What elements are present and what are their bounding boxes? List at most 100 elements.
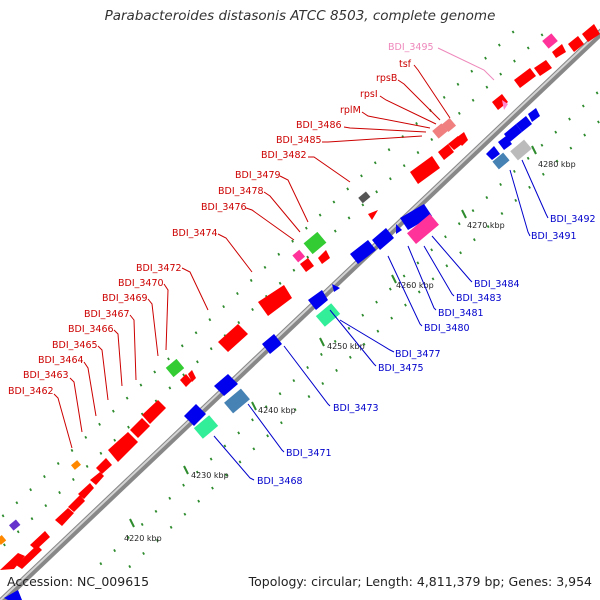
gene-feature[interactable] (90, 472, 104, 485)
gene-label[interactable]: BDI_3483 (423, 245, 502, 304)
gene-feature[interactable] (514, 68, 536, 88)
gene-feature[interactable] (16, 545, 42, 569)
gene-feature[interactable] (78, 483, 94, 499)
gene-label[interactable]: BDI_3482 (261, 150, 351, 183)
gene-label[interactable]: BDI_3466 (68, 324, 123, 387)
gene-feature[interactable] (180, 374, 192, 387)
gene-feature[interactable] (441, 117, 457, 133)
gene-feature[interactable] (262, 334, 282, 354)
gene-feature[interactable] (534, 60, 552, 76)
gene-feature[interactable] (300, 258, 314, 272)
gene-feature[interactable] (214, 374, 238, 396)
gene-label[interactable]: BDI_3491 (509, 169, 577, 242)
tick-mark: 4280 kbp (531, 145, 576, 169)
gene-feature[interactable] (542, 33, 558, 49)
gene-label[interactable]: BDI_3472 (136, 263, 209, 311)
gene-feature[interactable] (502, 100, 508, 110)
gene-label[interactable]: BDI_3468 (213, 435, 303, 487)
gene-feature[interactable] (552, 44, 566, 58)
gene-layer (0, 24, 600, 600)
gene-feature[interactable] (510, 139, 532, 161)
gene-label[interactable]: BDI_3492 (521, 159, 596, 225)
gene-label[interactable]: BDI_3463 (23, 370, 83, 433)
gene-feature[interactable] (350, 240, 376, 264)
track-dot (361, 203, 365, 207)
gene-feature[interactable] (308, 290, 328, 310)
gene-feature[interactable] (407, 213, 439, 245)
gene-feature[interactable] (318, 250, 330, 264)
gene-label[interactable]: BDI_3473 (283, 345, 379, 414)
gene-feature[interactable] (30, 531, 50, 550)
gene-feature[interactable] (71, 460, 81, 470)
gene-feature[interactable] (456, 132, 468, 146)
gene-feature[interactable] (9, 519, 21, 531)
gene-label[interactable]: BDI_3486 (296, 120, 427, 133)
gene-label[interactable]: BDI_3464 (38, 355, 97, 417)
gene-feature[interactable] (516, 116, 532, 132)
gene-label[interactable]: BDI_3462 (8, 386, 73, 449)
gene-label[interactable]: BDI_3484 (431, 235, 520, 290)
gene-label-text: BDI_3482 (261, 150, 307, 161)
gene-label[interactable]: BDI_3469 (102, 293, 159, 357)
gene-label[interactable]: BDI_3475 (329, 309, 424, 374)
gene-feature[interactable] (315, 303, 341, 327)
gene-feature[interactable] (486, 146, 500, 160)
gene-feature[interactable] (528, 108, 540, 122)
gene-feature[interactable] (188, 370, 196, 382)
gene-label[interactable]: rpsI (360, 89, 437, 125)
gene-feature[interactable] (568, 36, 584, 52)
gene-feature[interactable] (96, 458, 112, 474)
gene-feature[interactable] (130, 418, 150, 438)
gene-label[interactable]: BDI_3465 (52, 340, 109, 401)
gene-feature[interactable] (258, 285, 292, 316)
gene-feature[interactable] (410, 156, 440, 184)
gene-feature[interactable] (218, 324, 248, 352)
gene-feature[interactable] (55, 508, 74, 526)
gene-label[interactable]: BDI_3467 (84, 309, 137, 381)
gene-feature[interactable] (303, 231, 327, 255)
gene-feature[interactable] (438, 144, 454, 160)
gene-label[interactable]: BDI_3476 (201, 202, 295, 241)
gene-feature[interactable] (292, 249, 306, 263)
gene-feature[interactable] (0, 535, 7, 545)
gene-feature[interactable] (492, 94, 508, 110)
track-dot (333, 229, 337, 233)
gene-label[interactable]: rplM (340, 105, 431, 129)
gene-feature[interactable] (224, 388, 250, 414)
gene-feature[interactable] (184, 404, 206, 426)
gene-feature[interactable] (396, 224, 402, 234)
gene-feature[interactable] (165, 358, 185, 378)
gene-label[interactable]: BDI_3479 (235, 170, 309, 223)
gene-label[interactable]: BDI_3477 (339, 319, 441, 360)
gene-label[interactable]: BDI_3478 (218, 186, 301, 233)
gene-feature[interactable] (142, 400, 166, 424)
gene-feature[interactable] (108, 432, 138, 462)
gene-label[interactable]: rpsB (376, 73, 441, 121)
gene-label[interactable]: BDI_3474 (172, 228, 253, 273)
gene-label[interactable]: tsf (399, 59, 451, 119)
gene-feature[interactable] (332, 284, 340, 292)
gene-label[interactable]: BDI_3480 (387, 255, 470, 334)
gene-feature[interactable] (582, 24, 600, 42)
accession-text: Accession: NC_009615 (7, 574, 150, 589)
gene-label-text: BDI_3492 (550, 214, 596, 225)
gene-label[interactable]: BDI_3481 (407, 245, 484, 319)
gene-feature[interactable] (358, 191, 371, 204)
gene-label[interactable]: BDI_3470 (118, 278, 169, 351)
gene-feature[interactable] (4, 590, 22, 600)
gene-feature[interactable] (193, 415, 219, 439)
gene-label[interactable]: BDI_3495 (388, 42, 495, 81)
gene-feature[interactable] (0, 553, 25, 570)
gene-feature[interactable] (400, 204, 432, 230)
gene-feature[interactable] (68, 495, 85, 512)
track-dot (500, 211, 504, 216)
gene-feature[interactable] (504, 124, 522, 142)
label-layer-bottom: BDI_3492 BDI_3491 BDI_3484 BDI_3483 BDI_… (213, 159, 596, 487)
gene-label[interactable]: BDI_3471 (247, 403, 332, 459)
gene-label[interactable]: BDI_3485 (276, 135, 423, 146)
gene-feature[interactable] (368, 210, 378, 220)
gene-label-text: BDI_3465 (52, 340, 98, 351)
gene-feature[interactable] (432, 123, 448, 139)
gene-feature[interactable] (372, 228, 394, 250)
gene-feature[interactable] (492, 152, 510, 170)
